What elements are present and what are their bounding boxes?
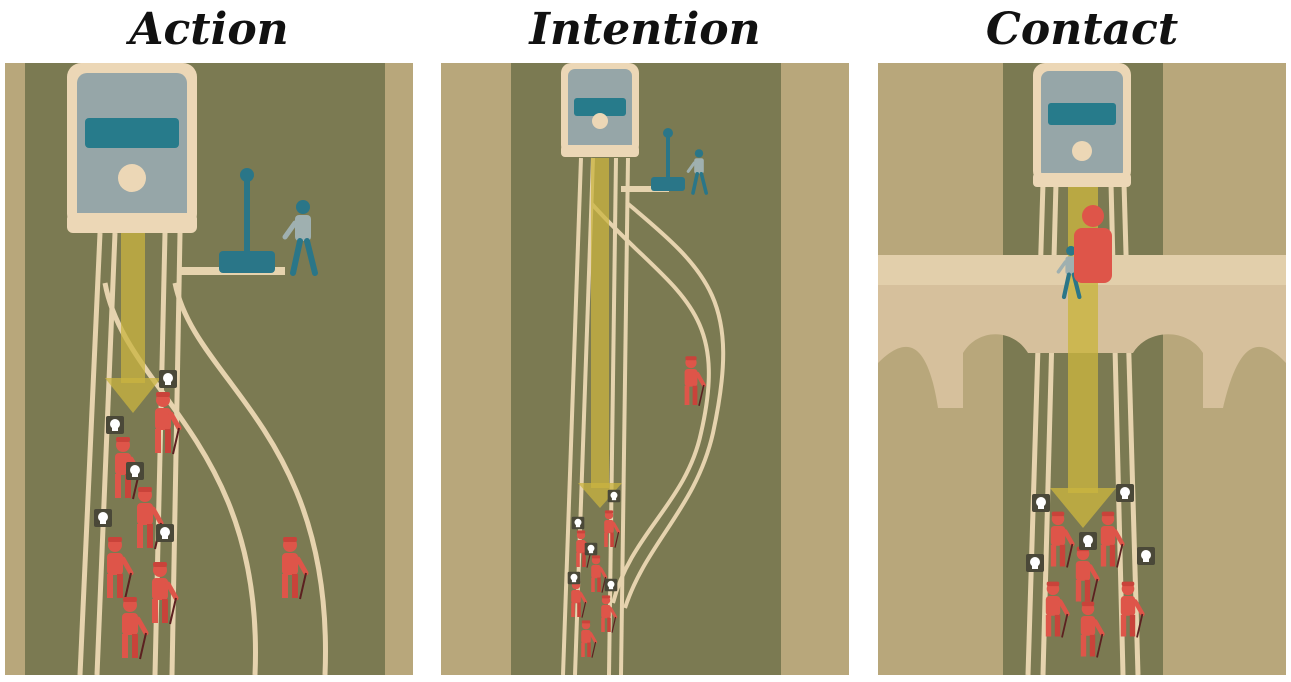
- panel-title-action: Action: [129, 4, 289, 55]
- direction-arrow: [578, 158, 622, 508]
- track-branch: [102, 282, 328, 675]
- lever: [651, 128, 685, 191]
- panel-action: [5, 63, 413, 675]
- panel-intention: [441, 63, 849, 675]
- lever-rail: [621, 186, 669, 192]
- panel-title-contact: Contact: [985, 4, 1179, 55]
- lever: [219, 168, 275, 273]
- panel-title-intention: Intention: [529, 4, 761, 55]
- direction-arrow: [105, 233, 161, 413]
- large-man: [1074, 205, 1112, 283]
- panel-contact: [878, 63, 1286, 675]
- tram: [1033, 63, 1131, 187]
- tram: [561, 63, 639, 157]
- tram: [67, 63, 197, 233]
